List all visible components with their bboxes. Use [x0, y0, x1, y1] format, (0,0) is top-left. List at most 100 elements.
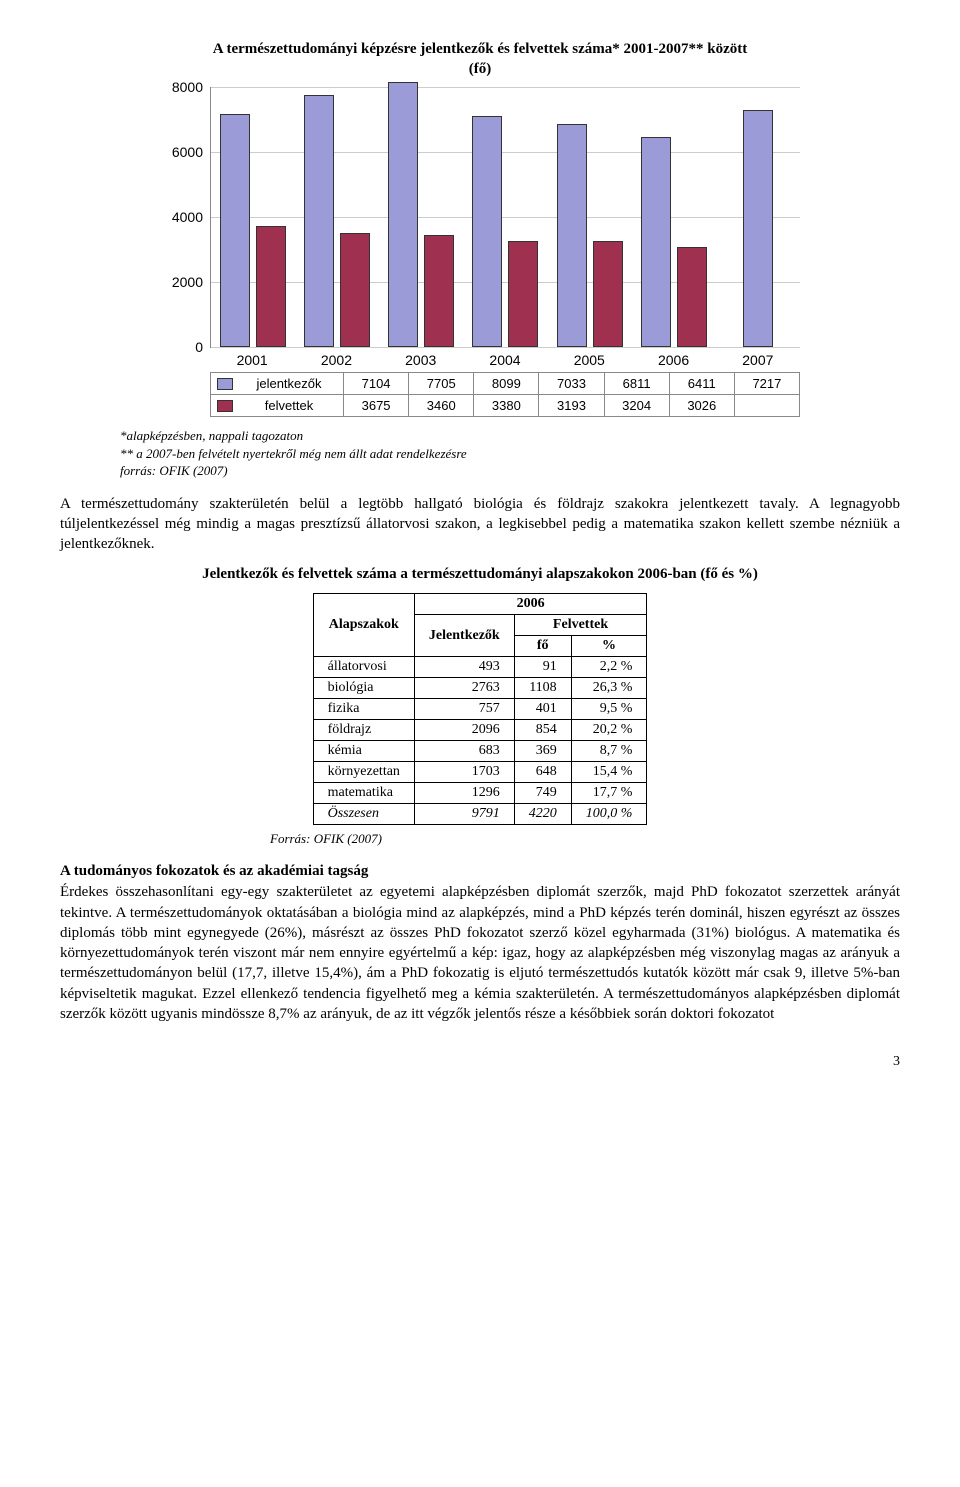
chart-footnotes: *alapképzésben, nappali tagozaton ** a 2… — [120, 427, 900, 480]
chart-year-column — [716, 87, 800, 347]
row-felvettek-fo: 401 — [514, 699, 571, 720]
row-label: kémia — [313, 741, 414, 762]
row-felvettek-pct: 8,7 % — [571, 741, 647, 762]
chart-bar-jelentkezok — [472, 116, 502, 347]
chart-legend-label: felvettek — [211, 395, 344, 417]
row-felvettek-pct: 2,2 % — [571, 657, 647, 678]
paragraph-1: A természettudomány szakterületén belül … — [60, 494, 900, 555]
chart-year-column — [211, 87, 295, 347]
chart-xtick: 2003 — [379, 348, 463, 372]
row-label: biológia — [313, 678, 414, 699]
th-year: 2006 — [414, 594, 646, 615]
th-pct: % — [571, 636, 647, 657]
row-jelentkezok: 1703 — [414, 762, 514, 783]
table-row: fizika7574019,5 % — [313, 699, 647, 720]
chart-xtick: 2007 — [716, 348, 800, 372]
chart-bar-felvettek — [424, 235, 454, 347]
paragraph-2: Érdekes összehasonlítani egy-egy szakter… — [60, 882, 900, 1024]
row-felvettek-fo: 749 — [514, 783, 571, 804]
chart-legend-value: 8099 — [474, 373, 539, 395]
chart-ytick: 2000 — [161, 274, 203, 290]
th-jelentkezok: Jelentkezők — [414, 615, 514, 657]
row-label: fizika — [313, 699, 414, 720]
table-row: földrajz209685420,2 % — [313, 720, 647, 741]
chart-legend-value: 6411 — [669, 373, 734, 395]
table-row: biológia2763110826,3 % — [313, 678, 647, 699]
chart-legend-value: 7705 — [409, 373, 474, 395]
chart-year-column — [632, 87, 716, 347]
row-jelentkezok: 757 — [414, 699, 514, 720]
row-felvettek-pct: 9,5 % — [571, 699, 647, 720]
row-label: földrajz — [313, 720, 414, 741]
chart-legend-value: 3204 — [604, 395, 669, 417]
table-row: környezettan170364815,4 % — [313, 762, 647, 783]
row-label: környezettan — [313, 762, 414, 783]
row-jelentkezok: 683 — [414, 741, 514, 762]
row-felvettek-fo: 854 — [514, 720, 571, 741]
row-felvettek-fo: 91 — [514, 657, 571, 678]
chart-legend-label: jelentkezők — [211, 373, 344, 395]
chart-ytick: 6000 — [161, 144, 203, 160]
chart-year-column — [548, 87, 632, 347]
chart-bars — [211, 87, 800, 347]
chart-bar-jelentkezok — [641, 137, 671, 347]
chart-legend-value: 3460 — [409, 395, 474, 417]
row-felvettek-pct: 17,7 % — [571, 783, 647, 804]
chart-legend-row: felvettek367534603380319332043026 — [211, 395, 800, 417]
table-title: Jelentkezők és felvettek száma a termész… — [60, 566, 900, 583]
th-alapszakok: Alapszakok — [313, 594, 414, 657]
applicants-table: Alapszakok 2006 Jelentkezők Felvettek fő… — [313, 593, 648, 825]
chart-plot-area: 02000400060008000 — [210, 87, 800, 348]
chart-xtick: 2002 — [294, 348, 378, 372]
th-felvettek: Felvettek — [514, 615, 647, 636]
page-number: 3 — [60, 1054, 900, 1070]
table-total-row: Összesen97914220100,0 % — [313, 804, 647, 825]
table-row: kémia6833698,7 % — [313, 741, 647, 762]
chart-bar-jelentkezok — [304, 95, 334, 347]
chart-year-column — [379, 87, 463, 347]
chart-legend-value: 6811 — [604, 373, 669, 395]
chart-ytick: 8000 — [161, 79, 203, 95]
table-row: matematika129674917,7 % — [313, 783, 647, 804]
row-jelentkezok: 2096 — [414, 720, 514, 741]
bar-chart: 02000400060008000 2001200220032004200520… — [160, 87, 800, 417]
chart-gridline — [211, 347, 800, 348]
chart-xtick: 2006 — [631, 348, 715, 372]
table-source: Forrás: OFIK (2007) — [270, 831, 900, 847]
row-label: matematika — [313, 783, 414, 804]
chart-bar-jelentkezok — [220, 114, 250, 347]
chart-legend-value: 3675 — [344, 395, 409, 417]
row-felvettek-fo: 1108 — [514, 678, 571, 699]
chart-bar-jelentkezok — [388, 82, 418, 347]
chart-legend-value: 7033 — [539, 373, 604, 395]
chart-bar-jelentkezok — [743, 110, 773, 347]
total-felvettek-fo: 4220 — [514, 804, 571, 825]
row-felvettek-pct: 20,2 % — [571, 720, 647, 741]
chart-legend-value — [734, 395, 799, 417]
row-felvettek-pct: 26,3 % — [571, 678, 647, 699]
chart-year-column — [463, 87, 547, 347]
total-jelentkezok: 9791 — [414, 804, 514, 825]
total-label: Összesen — [313, 804, 414, 825]
chart-title-line2: (fő) — [469, 61, 492, 77]
chart-ytick: 4000 — [161, 209, 203, 225]
row-label: állatorvosi — [313, 657, 414, 678]
row-jelentkezok: 493 — [414, 657, 514, 678]
section-heading: A tudományos fokozatok és az akadémiai t… — [60, 863, 900, 880]
chart-legend-swatch — [217, 400, 233, 412]
chart-year-column — [295, 87, 379, 347]
chart-xtick: 2005 — [547, 348, 631, 372]
row-felvettek-fo: 648 — [514, 762, 571, 783]
chart-bar-felvettek — [340, 233, 370, 347]
footnote-1: *alapképzésben, nappali tagozaton — [120, 427, 900, 445]
chart-legend-value: 7217 — [734, 373, 799, 395]
total-felvettek-pct: 100,0 % — [571, 804, 647, 825]
chart-xtick: 2004 — [463, 348, 547, 372]
chart-legend-value: 3026 — [669, 395, 734, 417]
chart-data-table: jelentkezők7104770580997033681164117217f… — [210, 372, 800, 417]
footnote-2: ** a 2007-ben felvételt nyertekről még n… — [120, 445, 900, 463]
chart-xtick: 2001 — [210, 348, 294, 372]
chart-title: A természettudományi képzésre jelentkező… — [60, 40, 900, 79]
chart-ytick: 0 — [161, 339, 203, 355]
row-jelentkezok: 2763 — [414, 678, 514, 699]
